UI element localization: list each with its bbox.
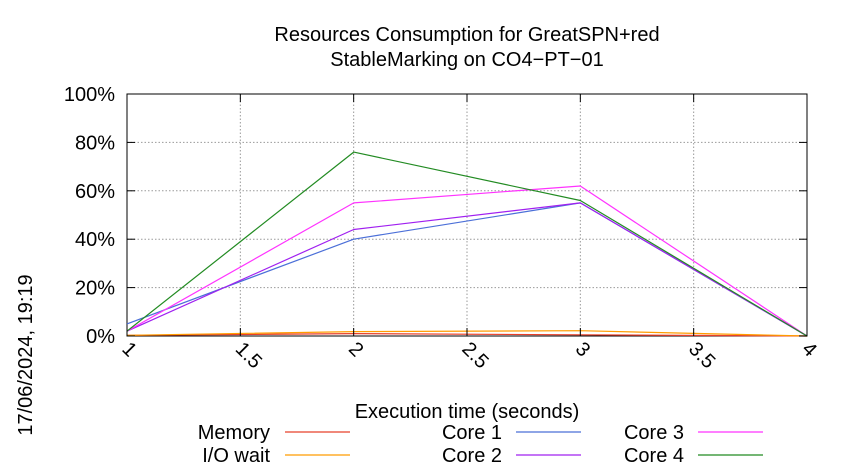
series-line-core-2: [126, 202, 808, 337]
x-tick-label: 1: [117, 338, 140, 361]
timestamp-label: 17/06/2024, 19:19: [15, 274, 37, 435]
x-tick-label: 1.5: [231, 338, 266, 373]
legend-label: Memory: [198, 422, 270, 444]
y-tick-label: 100%: [64, 84, 115, 106]
legend-label: Core 1: [442, 422, 502, 444]
y-tick-label: 0%: [86, 326, 115, 348]
legend-label: Core 3: [624, 422, 684, 444]
axis-ticks: 0% 20% 40% 60% 80% 100% 1 1.5 2 2.5 3 3.5 4: [64, 84, 821, 373]
y-tick-label: 60%: [75, 181, 115, 203]
grid: [127, 94, 807, 336]
x-tick-label: 2.5: [457, 338, 492, 373]
x-axis-label: Execution time (seconds): [355, 401, 580, 423]
y-tick-label: 20%: [75, 278, 115, 300]
legend-label: Core 4: [624, 445, 684, 467]
legend-label: Core 2: [442, 445, 502, 467]
legend-label: I/O wait: [202, 445, 270, 467]
series-line-core-3: [126, 185, 808, 337]
chart-title-line1: Resources Consumption for GreatSPN+red: [274, 24, 659, 46]
x-tick-label: 4: [797, 338, 820, 361]
series-line-core-4: [126, 151, 808, 337]
y-tick-label: 40%: [75, 229, 115, 251]
x-tick-label: 2: [344, 338, 367, 361]
x-tick-label: 3.5: [684, 338, 719, 373]
chart-title-line2: StableMarking on CO4−PT−01: [330, 49, 604, 71]
x-tick-label: 3: [571, 338, 594, 361]
y-tick-label: 80%: [75, 132, 115, 154]
